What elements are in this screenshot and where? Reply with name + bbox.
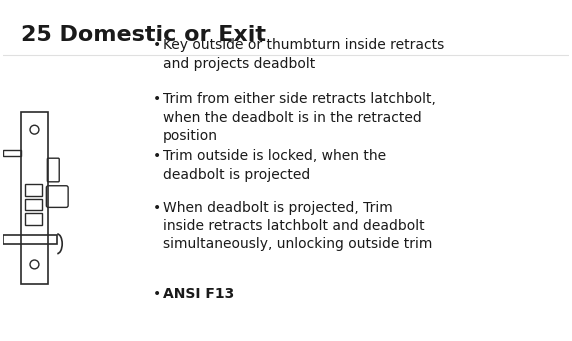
Bar: [25, 198, 42, 210]
Text: Key outside or thumbturn inside retracts
and projects deadbolt: Key outside or thumbturn inside retracts…: [163, 38, 444, 71]
Bar: [21, 112, 48, 284]
Bar: [3, 150, 21, 156]
Text: Trim outside is locked, when the
deadbolt is projected: Trim outside is locked, when the deadbol…: [163, 149, 386, 182]
Bar: [25, 213, 42, 225]
Text: •: •: [153, 287, 161, 301]
Text: Trim from either side retracts latchbolt,
when the deadbolt is in the retracted
: Trim from either side retracts latchbolt…: [163, 92, 436, 143]
Text: •: •: [153, 92, 161, 106]
Text: ANSI F13: ANSI F13: [163, 287, 235, 301]
Text: •: •: [153, 149, 161, 163]
Text: When deadbolt is projected, Trim
inside retracts latchbolt and deadbolt
simultan: When deadbolt is projected, Trim inside …: [163, 201, 432, 251]
Bar: [25, 184, 42, 196]
Text: 25 Domestic or Exit: 25 Domestic or Exit: [21, 25, 265, 45]
Bar: [3, 235, 57, 244]
Text: •: •: [153, 201, 161, 214]
Text: •: •: [153, 38, 161, 52]
